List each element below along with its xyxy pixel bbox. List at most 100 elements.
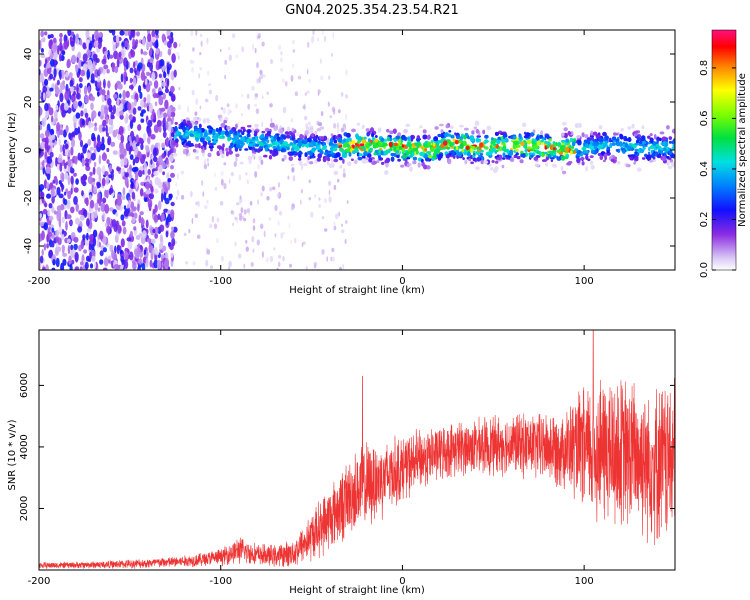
heatmap-cell: [259, 142, 264, 147]
heatmap-cell: [656, 139, 659, 146]
heatmap-cell: [372, 141, 377, 146]
heatmap-cell: [175, 196, 178, 200]
heatmap-cell: [342, 172, 346, 178]
heatmap-cell: [70, 40, 75, 47]
heatmap-cell: [276, 192, 280, 198]
heatmap-cell: [311, 147, 317, 151]
heatmap-cell: [239, 195, 242, 200]
heatmap-cell: [43, 116, 48, 122]
heatmap-cell: [80, 261, 84, 266]
heatmap-cell: [126, 237, 132, 242]
heatmap-cell: [603, 159, 606, 163]
heatmap-cell: [255, 108, 260, 115]
heatmap-cell: [120, 158, 125, 168]
heatmap-cell: [141, 262, 146, 270]
heatmap-cell: [468, 158, 472, 162]
heatmap-cell: [304, 152, 308, 157]
heatmap-cell: [483, 141, 487, 145]
heatmap-cell: [635, 139, 640, 144]
heatmap-cell: [90, 96, 95, 101]
heatmap-cell: [583, 150, 589, 154]
heatmap-cell: [590, 165, 595, 170]
heatmap-cell: [330, 53, 334, 57]
heatmap-cell: [112, 150, 118, 156]
heatmap-cell: [380, 137, 385, 142]
heatmap-cell: [548, 150, 553, 154]
heatmap-cell: [652, 141, 657, 146]
heatmap-cell: [188, 228, 191, 234]
heatmap-cell: [127, 239, 133, 250]
heatmap-cell: [138, 85, 142, 94]
spectrogram-x-label: Height of straight line (km): [289, 285, 425, 296]
heatmap-cell: [164, 258, 170, 268]
heatmap-cell: [52, 37, 57, 44]
heatmap-cell: [341, 223, 343, 227]
heatmap-cell: [309, 161, 314, 165]
heatmap-cell: [316, 128, 321, 132]
heatmap-cell: [120, 134, 125, 144]
heatmap-cell: [304, 92, 307, 96]
heatmap-cell: [167, 178, 172, 183]
heatmap-cell: [667, 159, 670, 165]
heatmap-cell: [168, 120, 172, 131]
heatmap-cell: [144, 181, 151, 190]
heatmap-cell: [310, 128, 314, 134]
heatmap-cell: [206, 249, 211, 255]
heatmap-cell: [44, 140, 49, 151]
heatmap-cell: [113, 264, 119, 270]
heatmap-cell: [185, 261, 189, 265]
heatmap-cell: [333, 221, 336, 227]
heatmap-cell: [68, 72, 73, 78]
heatmap-cell: [312, 138, 318, 141]
heatmap-cell: [332, 147, 338, 152]
heatmap-cell: [505, 154, 509, 158]
heatmap-cell: [393, 142, 398, 147]
heatmap-cell: [319, 58, 322, 64]
heatmap-cell: [384, 170, 389, 175]
heatmap-cell: [263, 74, 266, 78]
heatmap-cell: [373, 152, 377, 156]
heatmap-cell: [97, 207, 101, 212]
heatmap-cell: [235, 156, 238, 162]
heatmap-cell: [571, 146, 574, 149]
heatmap-cell: [338, 266, 343, 270]
heatmap-cell: [345, 138, 349, 143]
heatmap-cell: [67, 175, 71, 186]
heatmap-cell: [520, 153, 524, 158]
heatmap-cell: [51, 227, 55, 233]
heatmap-cell: [116, 97, 120, 106]
x-tick-label: 100: [575, 276, 594, 287]
heatmap-cell: [636, 152, 640, 156]
heatmap-cell: [297, 75, 302, 80]
heatmap-cell: [98, 31, 103, 38]
x-tick-label: 0: [399, 576, 405, 587]
heatmap-cell: [472, 155, 476, 158]
heatmap-cell: [368, 130, 371, 135]
heatmap-cell: [207, 162, 209, 167]
heatmap-cell: [304, 115, 308, 121]
heatmap-cell: [659, 137, 662, 142]
heatmap-cell: [291, 39, 295, 45]
heatmap-cell: [215, 94, 219, 102]
heatmap-cell: [75, 34, 78, 45]
heatmap-cell: [134, 60, 138, 67]
heatmap-cell: [133, 212, 138, 219]
heatmap-cell: [501, 138, 506, 143]
heatmap-cell: [378, 155, 381, 159]
heatmap-cell: [81, 157, 85, 167]
heatmap-cell: [47, 156, 53, 165]
heatmap-cell: [501, 146, 507, 152]
heatmap-cell: [494, 160, 499, 164]
heatmap-cell: [237, 140, 241, 145]
colorbar-ticks: 0.00.20.40.60.8: [699, 60, 736, 278]
heatmap-cell: [125, 90, 130, 98]
heatmap-cell: [137, 170, 143, 178]
heatmap-cell: [74, 251, 79, 262]
heatmap-cell: [124, 172, 129, 178]
heatmap-cell: [321, 30, 324, 36]
heatmap-cell: [280, 57, 283, 63]
heatmap-cell: [39, 106, 43, 116]
heatmap-cell: [256, 78, 260, 84]
heatmap-cell: [112, 44, 117, 52]
heatmap-cell: [566, 162, 572, 166]
